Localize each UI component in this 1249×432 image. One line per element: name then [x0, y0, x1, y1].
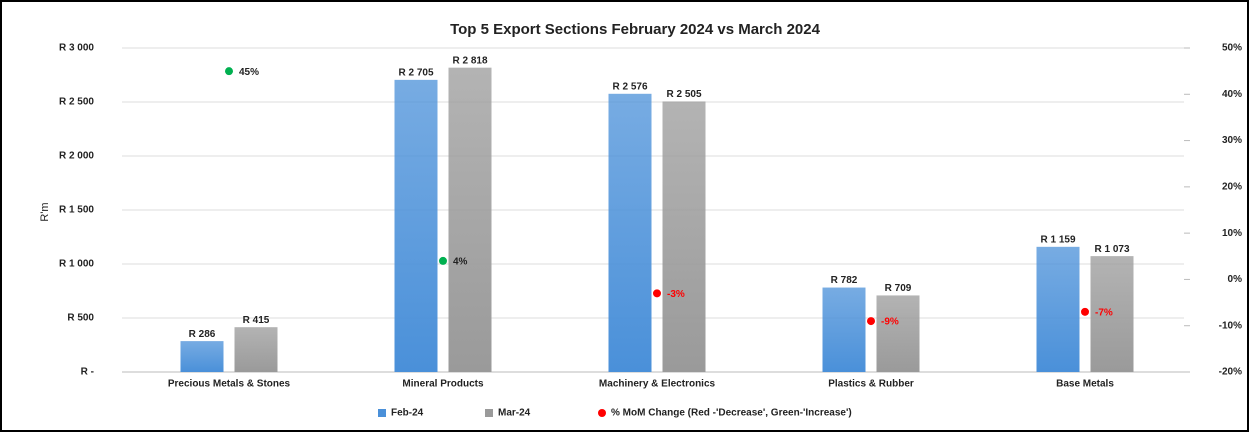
data-label: R 1 073 [1094, 244, 1129, 255]
data-label: R 782 [831, 275, 858, 286]
y-tick-label: R - [81, 367, 94, 378]
data-label: R 2 576 [612, 81, 647, 92]
data-label: R 2 705 [398, 68, 433, 79]
y-tick-label: R 3 000 [59, 43, 94, 54]
point [867, 317, 875, 326]
y-tick-label: R 1 000 [59, 259, 94, 270]
data-label: -3% [667, 289, 685, 300]
data-label: R 1 159 [1040, 234, 1075, 245]
data-label: -7% [1095, 307, 1113, 318]
data-label: 45% [239, 67, 259, 78]
y2-tick-label: 50% [1222, 43, 1242, 54]
legend-label: Mar-24 [498, 408, 531, 419]
legend-swatch [598, 409, 606, 417]
legend-label: % MoM Change (Red -'Decrease', Green-'In… [611, 408, 852, 419]
bar [1036, 246, 1080, 372]
y2-tick-label: -20% [1219, 367, 1242, 378]
bar [876, 295, 920, 372]
chart-title: Top 5 Export Sections February 2024 vs M… [450, 21, 821, 38]
y-tick-label: R 2 500 [59, 97, 94, 108]
x-tick-label: Precious Metals & Stones [168, 379, 291, 390]
y2-tick-label: 0% [1228, 274, 1243, 285]
y-axis-label: R'm [39, 202, 51, 221]
y-tick-label: R 2 000 [59, 151, 94, 162]
point [1081, 307, 1089, 316]
bar [234, 327, 278, 372]
x-tick-label: Mineral Products [402, 379, 484, 390]
x-tick-label: Plastics & Rubber [828, 379, 914, 390]
y-tick-label: R 1 500 [59, 205, 94, 216]
x-tick-label: Base Metals [1056, 379, 1114, 390]
legend-swatch [378, 409, 386, 417]
bar [662, 101, 706, 373]
bar [1090, 256, 1134, 372]
bar [394, 79, 438, 373]
y-tick-label: R 500 [67, 313, 94, 324]
data-label: R 286 [189, 329, 216, 340]
data-label: R 2 505 [666, 89, 701, 100]
x-tick-label: Machinery & Electronics [599, 379, 716, 390]
point [653, 289, 661, 298]
legend-label: Feb-24 [391, 408, 424, 419]
y2-tick-label: 10% [1222, 228, 1242, 239]
data-label: 4% [453, 257, 468, 268]
data-label: R 709 [885, 283, 912, 294]
y2-tick-label: -10% [1219, 320, 1242, 331]
data-label: R 415 [243, 315, 270, 326]
data-label: R 2 818 [452, 55, 487, 66]
point [439, 256, 447, 265]
bar [822, 287, 866, 372]
data-label: -9% [881, 317, 899, 328]
legend-swatch [485, 409, 493, 417]
point [225, 67, 233, 76]
bar [180, 341, 224, 372]
bar [608, 93, 652, 373]
y2-tick-label: 40% [1222, 89, 1242, 100]
y2-tick-label: 20% [1222, 181, 1242, 192]
y2-tick-label: 30% [1222, 135, 1242, 146]
bar [448, 67, 492, 372]
